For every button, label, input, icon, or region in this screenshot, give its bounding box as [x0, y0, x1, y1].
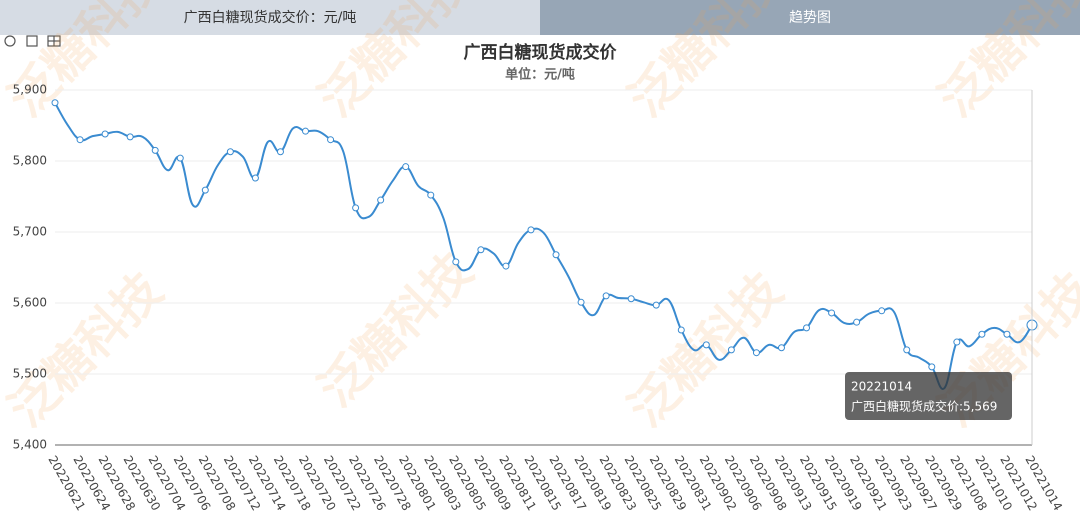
- point: [552, 251, 560, 259]
- toolbox[interactable]: [4, 35, 61, 47]
- tooltip-title: 20221014: [851, 380, 912, 394]
- y-tick-label: 5,500: [13, 367, 47, 381]
- point: [452, 258, 460, 266]
- tab-label[interactable]: 广西白糖现货成交价：元/吨: [184, 9, 357, 26]
- chart-title: 广西白糖现货成交价: [464, 42, 618, 63]
- point: [352, 204, 360, 212]
- point: [302, 127, 310, 135]
- line: [54, 102, 1033, 390]
- point: [251, 174, 259, 182]
- point: [402, 163, 410, 171]
- point: [677, 326, 685, 334]
- point: [978, 330, 986, 338]
- y-tick-label: 5,700: [13, 225, 47, 239]
- point: [953, 338, 961, 346]
- point: [602, 292, 610, 300]
- point: [652, 301, 660, 309]
- tab[interactable]: [0, 0, 540, 35]
- tab-label[interactable]: 趋势图: [789, 10, 831, 26]
- point: [151, 146, 159, 154]
- point: [577, 298, 585, 306]
- y-tick-label: 5,600: [13, 296, 47, 310]
- point: [803, 324, 811, 332]
- point: [627, 295, 635, 303]
- y-tick-label: 5,800: [13, 154, 47, 168]
- point: [76, 136, 84, 144]
- point: [226, 148, 234, 156]
- point: [427, 191, 435, 199]
- point: [828, 309, 836, 317]
- tooltip: [845, 372, 1012, 420]
- point: [101, 130, 109, 138]
- point: [702, 341, 710, 349]
- tooltip-text: 广西白糖现货成交价:5,569: [851, 399, 997, 414]
- y-tick-label: 5,900: [13, 83, 47, 97]
- point: [1003, 330, 1011, 338]
- point: [752, 349, 760, 357]
- point: [176, 154, 184, 162]
- point: [377, 196, 385, 204]
- point: [51, 99, 59, 107]
- watermark: 泛糖科技: [0, 262, 173, 437]
- point: [853, 318, 861, 326]
- point: [527, 226, 535, 234]
- point: [903, 346, 911, 354]
- point: [878, 307, 886, 315]
- point: [327, 136, 335, 144]
- y-tick-label: 5,400: [13, 438, 47, 452]
- watermark: 泛糖科技: [308, 242, 483, 417]
- point: [777, 344, 785, 352]
- point: [727, 346, 735, 354]
- point: [477, 246, 485, 254]
- point: [276, 148, 284, 156]
- tab-active[interactable]: [540, 0, 1080, 35]
- point: [502, 262, 510, 270]
- chart-subtitle: 单位：元/吨: [505, 67, 575, 83]
- watermark: 泛糖科技: [618, 262, 793, 437]
- point: [201, 186, 209, 194]
- point: [126, 133, 134, 141]
- point: [928, 363, 936, 371]
